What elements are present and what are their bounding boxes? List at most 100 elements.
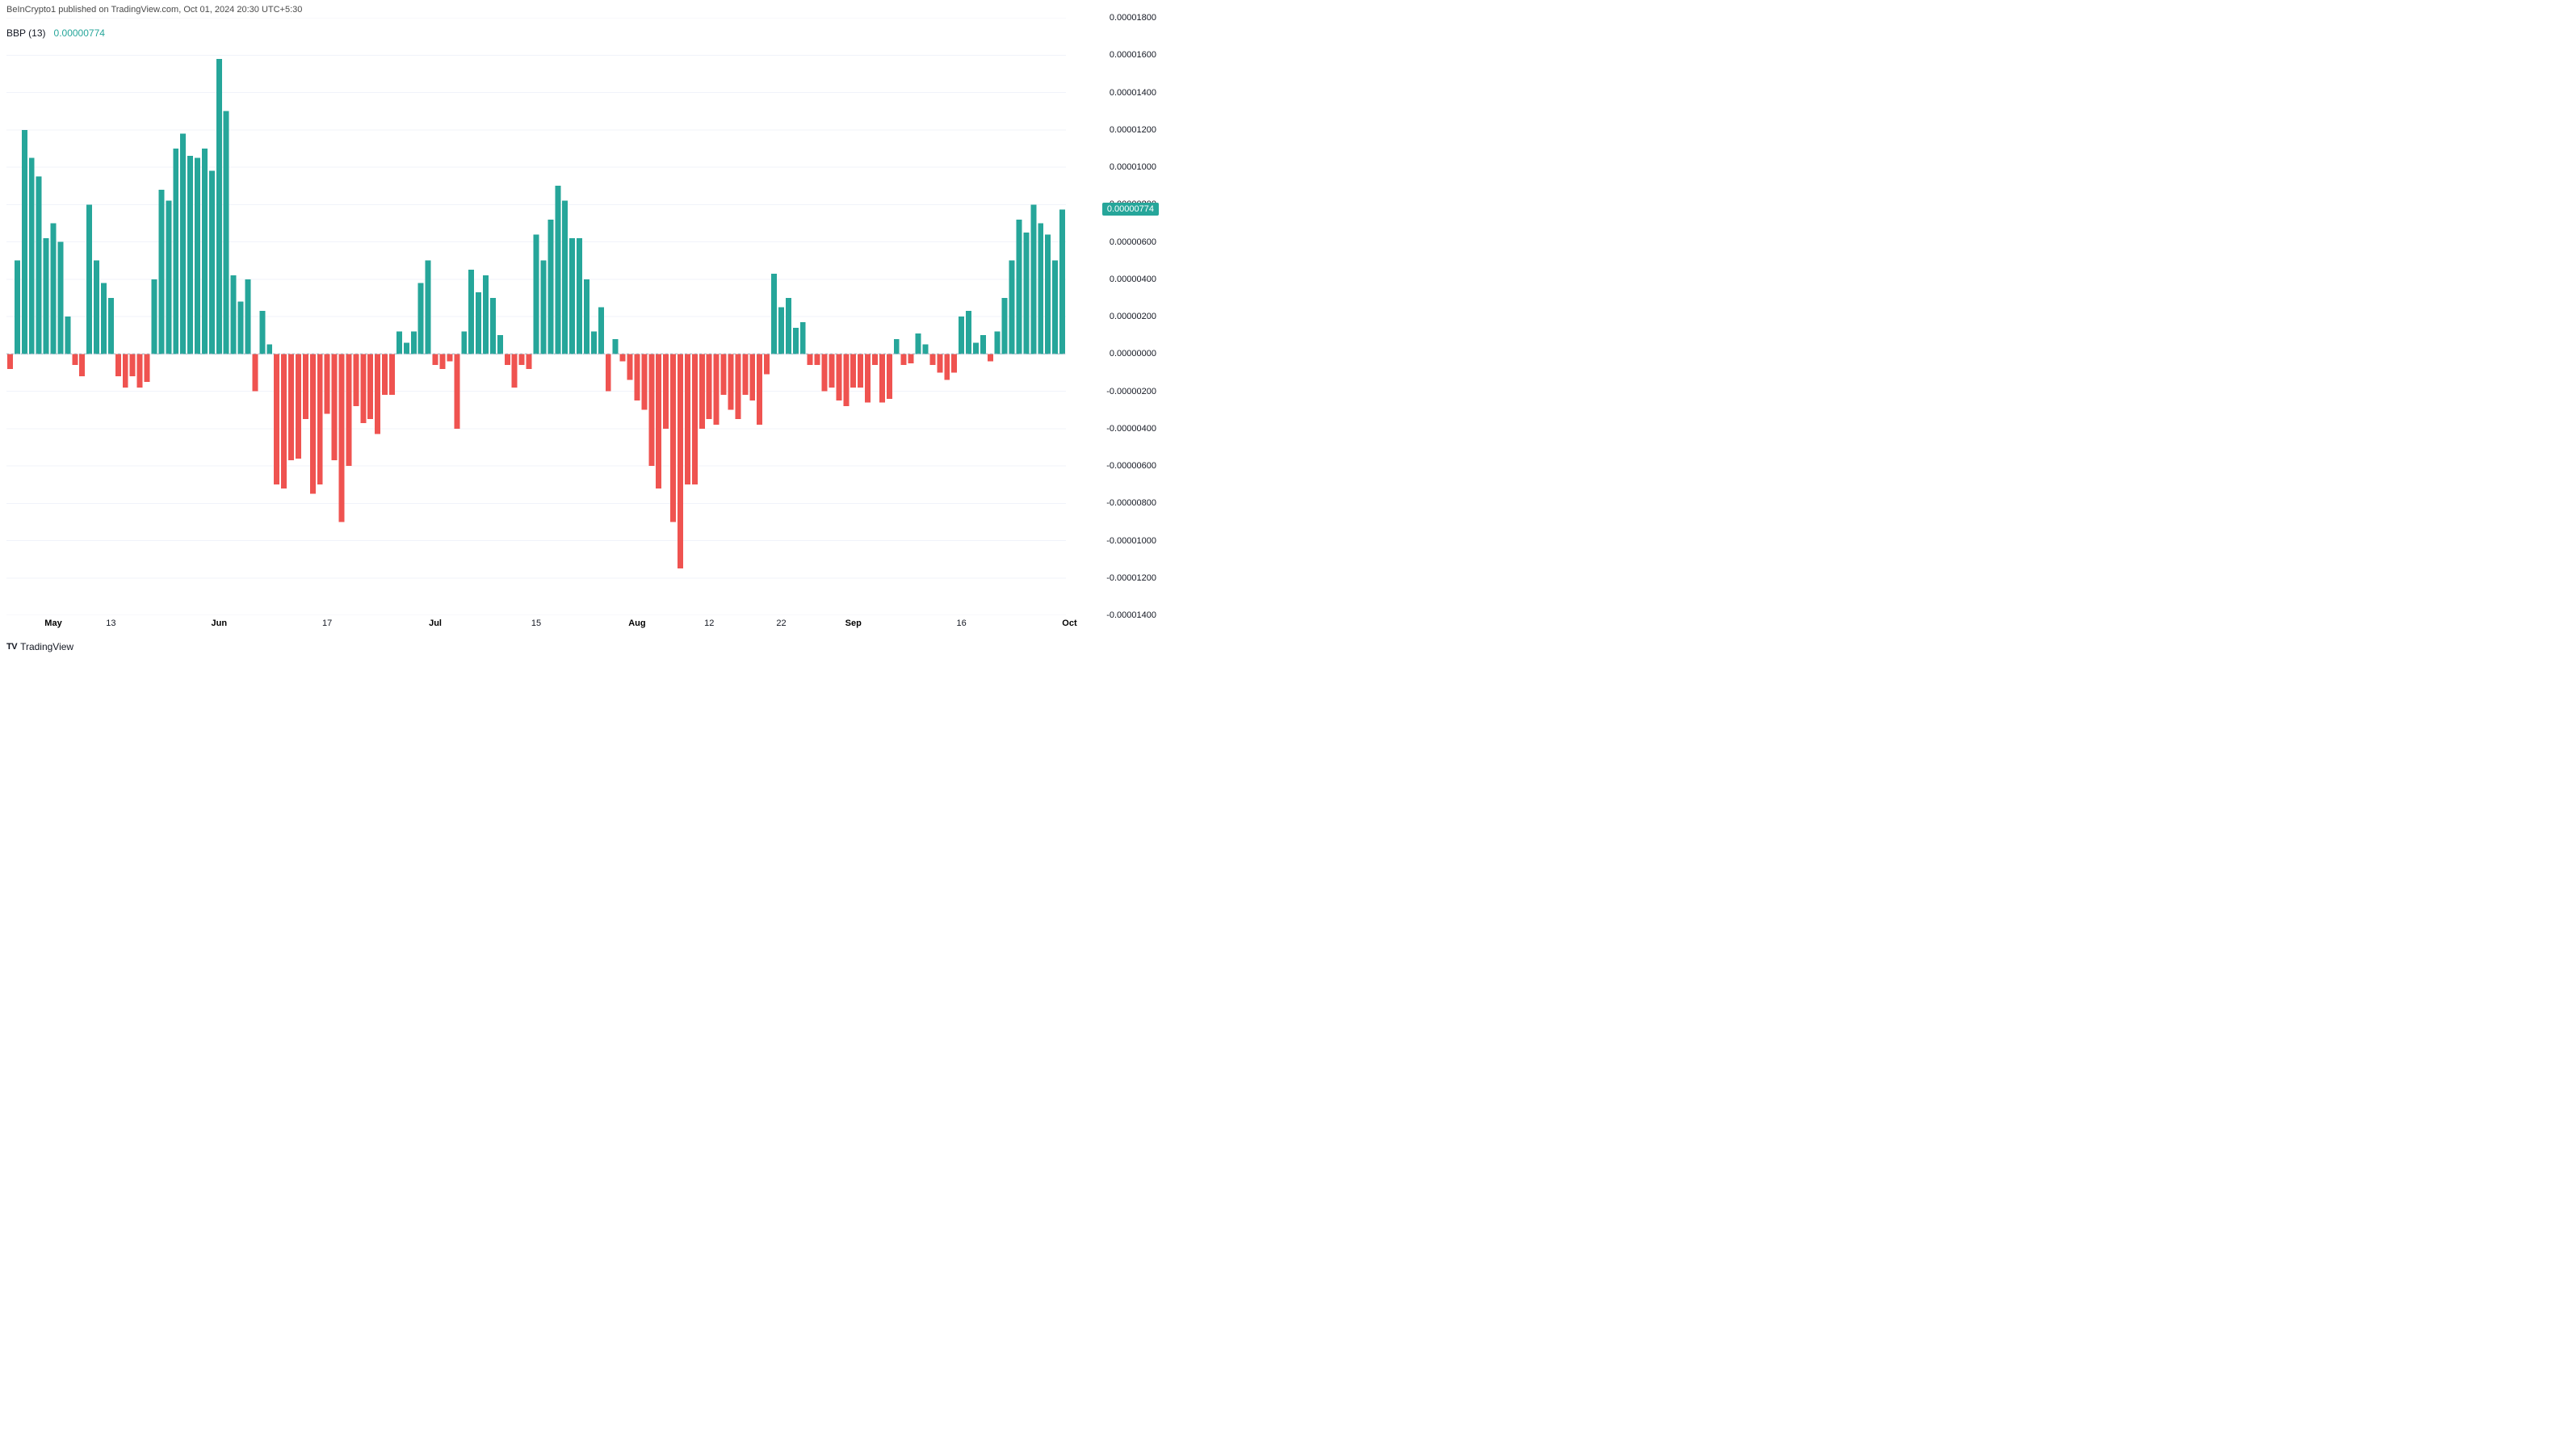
y-axis[interactable]: 0.000018000.000016000.000014000.00001200… — [1070, 18, 1163, 615]
bar — [447, 354, 452, 361]
bar — [822, 354, 828, 391]
bar — [389, 354, 395, 395]
y-axis-tick: -0.00000400 — [1106, 424, 1156, 434]
x-axis-tick: 17 — [322, 618, 332, 628]
bar — [1009, 261, 1015, 354]
bar — [901, 354, 907, 365]
bar — [865, 354, 871, 402]
bar — [252, 354, 258, 391]
bar — [346, 354, 351, 466]
bar — [7, 354, 13, 369]
bar — [195, 157, 200, 354]
bar — [959, 317, 964, 354]
bar — [584, 279, 589, 354]
bar — [404, 342, 409, 354]
bar — [259, 311, 265, 354]
tradingview-logo-icon: TV — [6, 642, 17, 652]
bar — [461, 332, 467, 354]
bar — [728, 354, 733, 409]
bar — [973, 342, 979, 354]
bar — [202, 149, 208, 354]
bar — [29, 157, 35, 354]
bar — [101, 283, 107, 354]
bar — [426, 261, 431, 354]
bar — [606, 354, 611, 391]
bar — [72, 354, 78, 365]
bar — [439, 354, 445, 369]
x-axis[interactable]: May13Jun17Jul15Aug1222Sep16Oct — [6, 617, 1066, 633]
bar — [908, 354, 914, 363]
bar — [562, 201, 568, 354]
bar — [1045, 234, 1051, 354]
bar — [332, 354, 338, 460]
bar — [598, 307, 604, 354]
bar — [641, 354, 647, 409]
bar — [1038, 223, 1043, 354]
bar — [288, 354, 294, 460]
bar — [187, 156, 193, 354]
bar — [57, 242, 63, 354]
y-axis-tick: 0.00000000 — [1110, 349, 1156, 359]
bar — [699, 354, 705, 429]
bar — [476, 292, 481, 354]
y-axis-tick: 0.00001000 — [1110, 162, 1156, 172]
bar — [757, 354, 762, 425]
bar — [367, 354, 373, 419]
bar — [707, 354, 712, 419]
x-axis-tick: 13 — [106, 618, 115, 628]
x-axis-tick: 22 — [776, 618, 786, 628]
x-axis-tick: Jul — [429, 618, 442, 628]
bar — [879, 354, 885, 402]
bar — [916, 333, 921, 354]
bar — [231, 275, 237, 354]
bar — [1017, 220, 1022, 354]
x-axis-tick: 15 — [531, 618, 541, 628]
bar — [310, 354, 316, 493]
bar — [130, 354, 136, 376]
bar — [512, 354, 518, 388]
bar — [808, 354, 813, 365]
bar — [692, 354, 698, 484]
x-axis-tick: Sep — [845, 618, 862, 628]
bar — [1002, 298, 1008, 354]
chart-svg — [6, 18, 1066, 615]
bar — [872, 354, 878, 365]
bar — [887, 354, 892, 399]
bar — [534, 234, 539, 354]
bar — [281, 354, 287, 488]
bar — [145, 354, 150, 382]
bar — [158, 190, 164, 354]
chart-plot-area[interactable] — [6, 18, 1066, 615]
bar — [22, 130, 27, 354]
x-axis-tick: May — [44, 618, 61, 628]
bar — [433, 354, 438, 365]
bar — [296, 354, 301, 459]
bar — [980, 335, 986, 354]
bar — [505, 354, 510, 365]
bar — [180, 133, 186, 354]
bar — [490, 298, 496, 354]
bar — [627, 354, 633, 379]
y-axis-tick: -0.00000800 — [1106, 498, 1156, 508]
bar — [555, 186, 560, 354]
bar — [483, 275, 489, 354]
y-axis-tick: -0.00000200 — [1106, 387, 1156, 396]
bar — [591, 332, 597, 354]
bar — [173, 149, 178, 354]
bar — [108, 298, 114, 354]
bar — [325, 354, 330, 413]
bar — [815, 354, 820, 365]
bar — [317, 354, 323, 484]
bar — [274, 354, 279, 484]
bar — [858, 354, 863, 388]
bar — [353, 354, 359, 406]
bar — [266, 345, 272, 354]
bar — [670, 354, 676, 522]
y-axis-tick: 0.00000600 — [1110, 237, 1156, 247]
y-axis-tick: -0.00001000 — [1106, 536, 1156, 546]
bar — [714, 354, 720, 425]
bar — [339, 354, 345, 522]
bar — [115, 354, 121, 376]
y-axis-tick: 0.00001800 — [1110, 13, 1156, 23]
bar — [15, 261, 20, 354]
